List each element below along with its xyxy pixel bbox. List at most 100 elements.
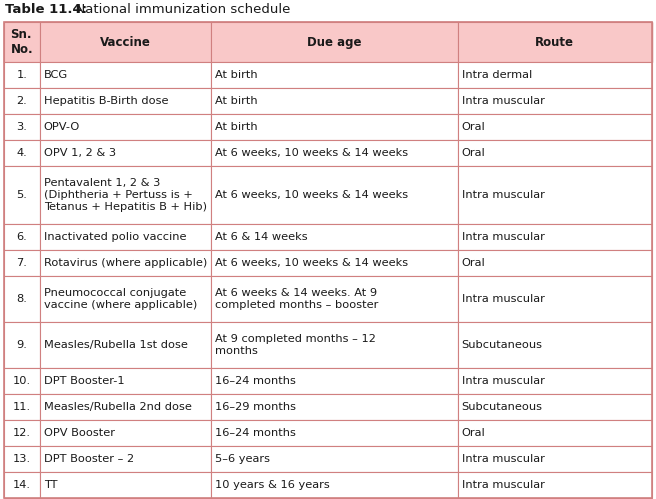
Bar — [211, 394, 458, 420]
Bar — [458, 88, 652, 114]
Bar — [4, 166, 39, 224]
Text: OPV 1, 2 & 3: OPV 1, 2 & 3 — [44, 148, 115, 158]
Bar — [211, 166, 458, 224]
Bar — [211, 140, 458, 166]
Text: Rotavirus (where applicable): Rotavirus (where applicable) — [44, 258, 207, 268]
Text: Due age: Due age — [307, 35, 361, 48]
Text: 16–29 months: 16–29 months — [215, 402, 297, 412]
Bar — [39, 166, 211, 224]
Bar — [39, 472, 211, 498]
Bar — [39, 250, 211, 276]
Text: Subcutaneous: Subcutaneous — [462, 402, 543, 412]
Text: 4.: 4. — [16, 148, 27, 158]
Bar — [4, 224, 39, 250]
Text: 10 years & 16 years: 10 years & 16 years — [215, 480, 330, 490]
Text: 1.: 1. — [16, 70, 28, 80]
Bar — [39, 88, 211, 114]
Text: Intra muscular: Intra muscular — [462, 376, 544, 386]
Bar — [458, 114, 652, 140]
Bar — [458, 22, 652, 62]
Bar — [39, 394, 211, 420]
Bar — [4, 472, 39, 498]
Text: Intra muscular: Intra muscular — [462, 480, 544, 490]
Text: Intra muscular: Intra muscular — [462, 294, 544, 304]
Bar — [4, 368, 39, 394]
Text: Intra muscular: Intra muscular — [462, 190, 544, 200]
Bar — [4, 62, 39, 88]
Text: At 6 weeks, 10 weeks & 14 weeks: At 6 weeks, 10 weeks & 14 weeks — [215, 190, 409, 200]
Text: 7.: 7. — [16, 258, 28, 268]
Bar — [4, 250, 39, 276]
Bar — [4, 394, 39, 420]
Text: 12.: 12. — [13, 428, 31, 438]
Bar — [211, 250, 458, 276]
Text: At 9 completed months – 12
months: At 9 completed months – 12 months — [215, 334, 377, 356]
Bar — [39, 22, 211, 62]
Text: Route: Route — [535, 35, 574, 48]
Bar — [211, 472, 458, 498]
Bar — [458, 250, 652, 276]
Bar — [458, 276, 652, 322]
Text: Pneumococcal conjugate
vaccine (where applicable): Pneumococcal conjugate vaccine (where ap… — [44, 288, 197, 310]
Bar — [39, 420, 211, 446]
Bar — [4, 322, 39, 368]
Bar — [211, 322, 458, 368]
Bar — [39, 446, 211, 472]
Bar — [458, 62, 652, 88]
Text: At 6 weeks & 14 weeks. At 9
completed months – booster: At 6 weeks & 14 weeks. At 9 completed mo… — [215, 288, 379, 310]
Text: Intra muscular: Intra muscular — [462, 96, 544, 106]
Text: 5–6 years: 5–6 years — [215, 454, 270, 464]
Bar — [39, 140, 211, 166]
Text: Measles/Rubella 1st dose: Measles/Rubella 1st dose — [44, 340, 188, 350]
Bar — [211, 368, 458, 394]
Text: Pentavalent 1, 2 & 3
(Diphtheria + Pertuss is +
Tetanus + Hepatitis B + Hib): Pentavalent 1, 2 & 3 (Diphtheria + Pertu… — [44, 178, 207, 212]
Bar — [458, 166, 652, 224]
Bar — [39, 62, 211, 88]
Text: Subcutaneous: Subcutaneous — [462, 340, 543, 350]
Text: Table 11.4:: Table 11.4: — [5, 3, 87, 16]
Text: At 6 & 14 weeks: At 6 & 14 weeks — [215, 232, 308, 242]
Bar — [4, 114, 39, 140]
Bar — [211, 446, 458, 472]
Text: Intra muscular: Intra muscular — [462, 232, 544, 242]
Bar — [211, 276, 458, 322]
Text: At birth: At birth — [215, 96, 258, 106]
Bar — [458, 140, 652, 166]
Bar — [458, 446, 652, 472]
Text: 9.: 9. — [16, 340, 28, 350]
Text: OPV-O: OPV-O — [44, 122, 80, 132]
Text: OPV Booster: OPV Booster — [44, 428, 115, 438]
Bar — [211, 88, 458, 114]
Text: 2.: 2. — [16, 96, 27, 106]
Text: Oral: Oral — [462, 122, 485, 132]
Bar — [4, 276, 39, 322]
Text: 10.: 10. — [12, 376, 31, 386]
Bar — [458, 394, 652, 420]
Bar — [458, 420, 652, 446]
Text: Intra dermal: Intra dermal — [462, 70, 532, 80]
Text: Sn.
No.: Sn. No. — [10, 28, 33, 56]
Text: Measles/Rubella 2nd dose: Measles/Rubella 2nd dose — [44, 402, 192, 412]
Text: National immunization schedule: National immunization schedule — [67, 3, 291, 16]
Text: Vaccine: Vaccine — [100, 35, 151, 48]
Bar — [4, 420, 39, 446]
Bar — [39, 224, 211, 250]
Bar — [39, 276, 211, 322]
Text: BCG: BCG — [44, 70, 68, 80]
Text: Inactivated polio vaccine: Inactivated polio vaccine — [44, 232, 186, 242]
Text: At birth: At birth — [215, 70, 258, 80]
Text: 16–24 months: 16–24 months — [215, 376, 297, 386]
Bar — [4, 446, 39, 472]
Text: TT: TT — [44, 480, 57, 490]
Bar — [39, 322, 211, 368]
Text: DPT Booster-1: DPT Booster-1 — [44, 376, 124, 386]
Bar — [4, 22, 39, 62]
Bar — [4, 88, 39, 114]
Text: Oral: Oral — [462, 428, 485, 438]
Bar — [39, 368, 211, 394]
Bar — [4, 140, 39, 166]
Bar — [211, 22, 458, 62]
Text: Intra muscular: Intra muscular — [462, 454, 544, 464]
Text: 13.: 13. — [12, 454, 31, 464]
Text: 8.: 8. — [16, 294, 28, 304]
